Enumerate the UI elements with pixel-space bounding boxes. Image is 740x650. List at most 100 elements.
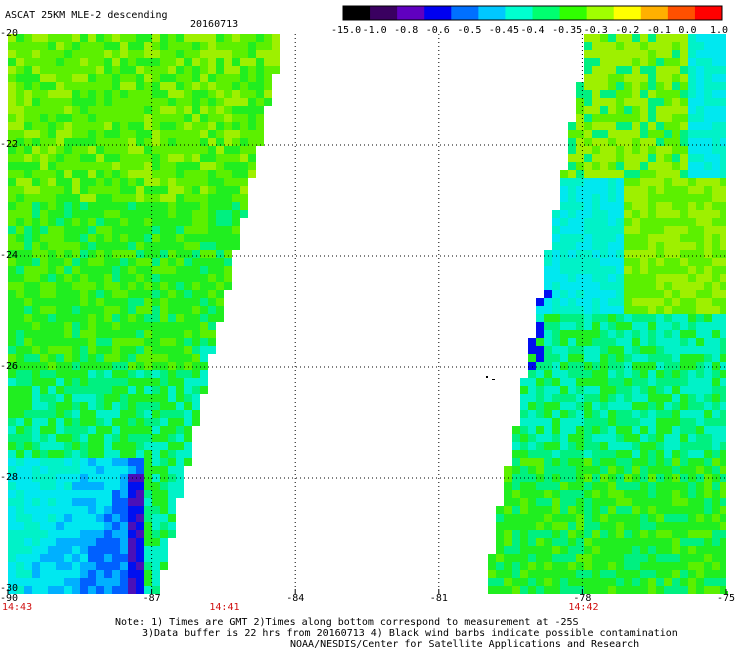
data-cell (80, 498, 88, 506)
data-cell (616, 226, 624, 234)
data-cell (240, 202, 248, 210)
data-cell (712, 530, 720, 538)
data-cell (632, 554, 640, 562)
data-cell (152, 402, 160, 410)
data-cell (552, 530, 560, 538)
data-cell (32, 162, 40, 170)
data-cell (608, 170, 616, 178)
data-cell (640, 498, 648, 506)
data-cell (40, 586, 48, 594)
data-cell (696, 138, 704, 146)
data-cell (144, 458, 152, 466)
data-cell (72, 114, 80, 122)
data-cell (232, 74, 240, 82)
data-cell (584, 554, 592, 562)
data-cell (120, 242, 128, 250)
data-cell (40, 442, 48, 450)
data-cell (544, 330, 552, 338)
data-cell (160, 274, 168, 282)
data-cell (8, 482, 16, 490)
data-cell (208, 314, 216, 322)
data-cell (640, 314, 648, 322)
data-cell (632, 442, 640, 450)
data-cell (80, 162, 88, 170)
data-cell (24, 530, 32, 538)
data-cell (680, 290, 688, 298)
data-cell (600, 306, 608, 314)
data-cell (104, 114, 112, 122)
data-cell (104, 74, 112, 82)
data-cell (560, 586, 568, 594)
data-cell (24, 66, 32, 74)
data-cell (576, 378, 584, 386)
data-cell (640, 418, 648, 426)
data-cell (16, 210, 24, 218)
data-cell (624, 170, 632, 178)
data-cell (96, 130, 104, 138)
data-cell (696, 562, 704, 570)
data-cell (624, 250, 632, 258)
data-cell (704, 218, 712, 226)
data-cell (168, 130, 176, 138)
data-cell (720, 66, 728, 74)
data-cell (584, 138, 592, 146)
colorbar-segment (424, 6, 452, 20)
data-cell (56, 426, 64, 434)
data-cell (720, 170, 728, 178)
data-cell (632, 50, 640, 58)
data-cell (136, 418, 144, 426)
data-cell (248, 122, 256, 130)
data-cell (224, 34, 232, 42)
data-cell (576, 498, 584, 506)
data-cell (104, 218, 112, 226)
data-cell (200, 258, 208, 266)
data-cell (672, 554, 680, 562)
data-cell (32, 410, 40, 418)
data-cell (96, 106, 104, 114)
data-cell (520, 450, 528, 458)
data-cell (624, 226, 632, 234)
data-cell (232, 154, 240, 162)
data-cell (184, 354, 192, 362)
data-cell (704, 498, 712, 506)
data-cell (664, 290, 672, 298)
data-cell (176, 418, 184, 426)
data-cell (688, 34, 696, 42)
data-cell (112, 154, 120, 162)
colorbar-label: -0.4 (520, 25, 545, 36)
data-cell (584, 506, 592, 514)
data-cell (560, 450, 568, 458)
data-cell (24, 306, 32, 314)
data-cell (256, 34, 264, 42)
data-cell (528, 410, 536, 418)
data-cell (144, 586, 152, 594)
data-cell (104, 354, 112, 362)
data-cell (680, 314, 688, 322)
data-cell (184, 98, 192, 106)
data-cell (632, 194, 640, 202)
data-cell (96, 114, 104, 122)
data-cell (520, 506, 528, 514)
data-cell (168, 338, 176, 346)
data-cell (248, 106, 256, 114)
data-cell (144, 114, 152, 122)
data-cell (64, 74, 72, 82)
data-cell (192, 186, 200, 194)
data-cell (192, 66, 200, 74)
data-cell (8, 354, 16, 362)
data-cell (160, 202, 168, 210)
data-cell (640, 402, 648, 410)
data-cell (184, 442, 192, 450)
data-cell (24, 346, 32, 354)
data-cell (16, 546, 24, 554)
data-cell (592, 186, 600, 194)
data-cell (584, 522, 592, 530)
data-cell (640, 186, 648, 194)
data-cell (632, 202, 640, 210)
data-cell (656, 562, 664, 570)
data-cell (112, 274, 120, 282)
data-cell (192, 226, 200, 234)
data-cell (688, 82, 696, 90)
data-cell (160, 146, 168, 154)
data-cell (608, 426, 616, 434)
